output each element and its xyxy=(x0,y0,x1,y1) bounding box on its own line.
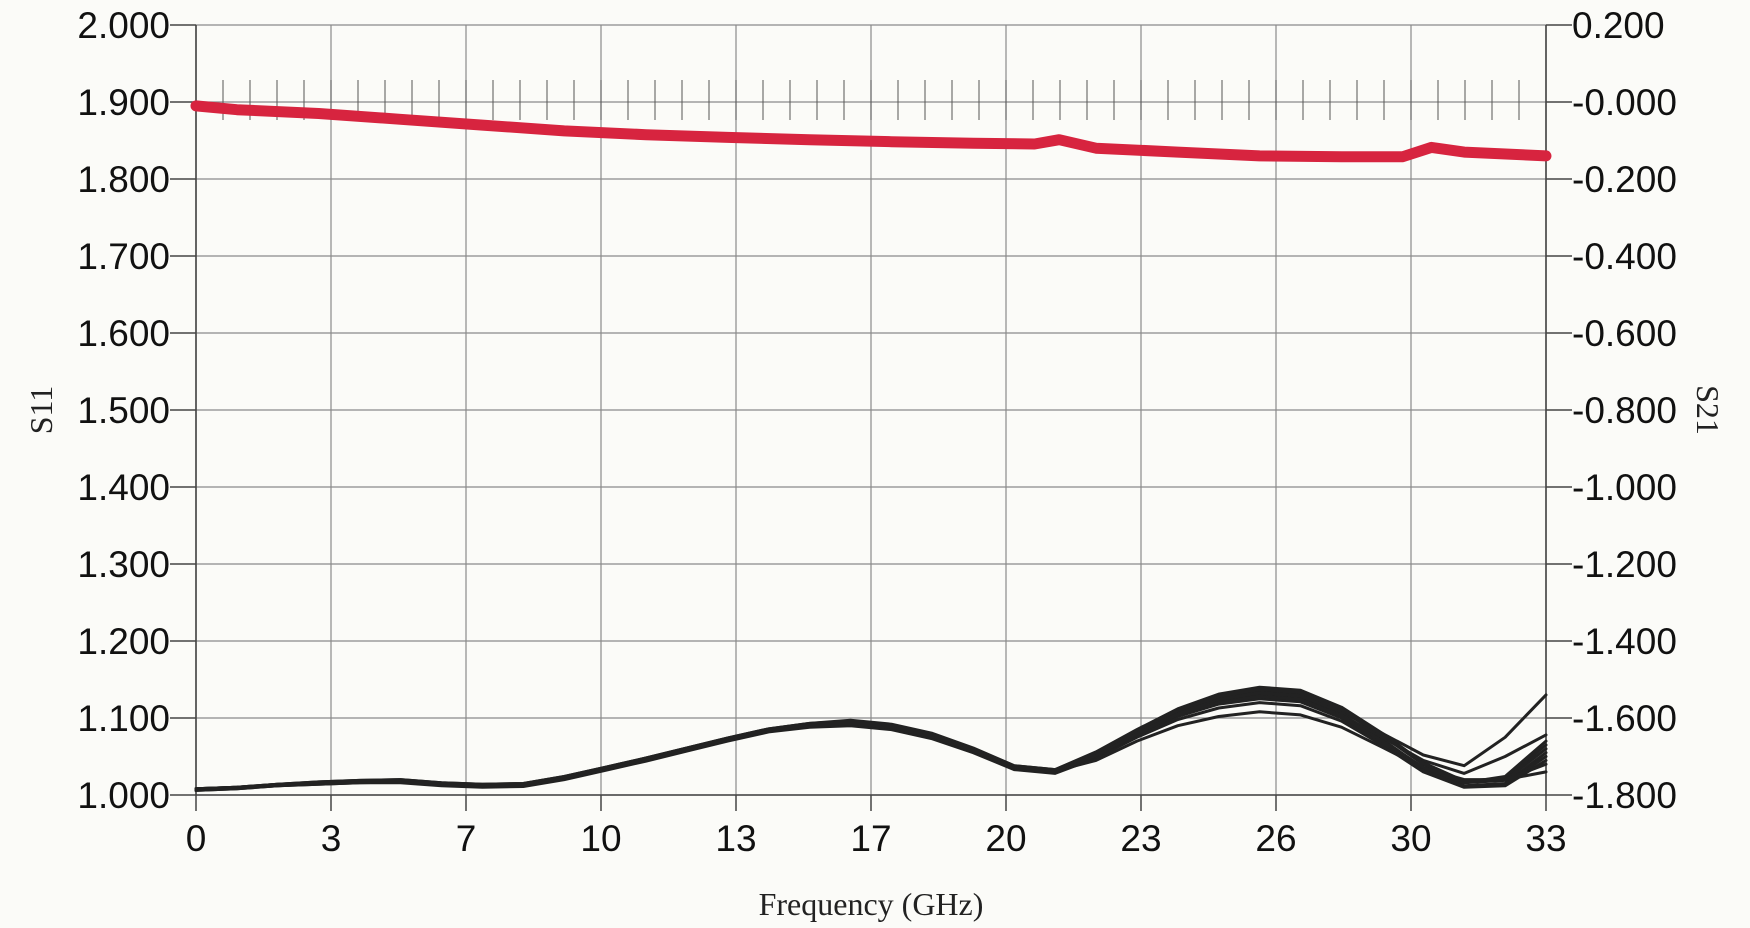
y-right-tick-label: -1.600 xyxy=(1572,698,1677,739)
y-left-tick-label: 1.100 xyxy=(77,698,170,739)
y-left-tick-label: 1.200 xyxy=(77,621,170,662)
y-left-tick-label: 1.000 xyxy=(77,775,170,816)
x-tick-label: 7 xyxy=(456,818,477,859)
y-left-tick-label: 2.000 xyxy=(77,5,170,46)
x-tick-label: 3 xyxy=(321,818,342,859)
x-tick-label: 13 xyxy=(715,818,756,859)
y-right-tick-label: -1.800 xyxy=(1572,775,1677,816)
y-right-tick-label: -0.800 xyxy=(1572,390,1677,431)
x-tick-label: 23 xyxy=(1120,818,1161,859)
y-left-axis-title: S11 xyxy=(23,386,59,435)
x-tick-label: 33 xyxy=(1525,818,1566,859)
x-tick-labels: 0 3 7 10 13 17 20 23 26 30 33 xyxy=(186,818,1567,859)
y-right-tick-label: 0.200 xyxy=(1572,5,1665,46)
x-tick-label: 20 xyxy=(985,818,1026,859)
y-left-tick-label: 1.700 xyxy=(77,236,170,277)
x-tick-label: 26 xyxy=(1255,818,1296,859)
x-tick-label: 10 xyxy=(580,818,621,859)
series-lines xyxy=(190,100,1552,792)
y-right-tick-label: -0.200 xyxy=(1572,159,1677,200)
y-right-tick-label: -1.000 xyxy=(1572,467,1677,508)
y-left-tick-label: 1.300 xyxy=(77,544,170,585)
marker-ticks xyxy=(222,80,1520,120)
y-left-tick-label: 1.800 xyxy=(77,159,170,200)
y-right-tick-labels: 0.200 -0.000 -0.200 -0.400 -0.600 -0.800 -1.00… xyxy=(1572,5,1677,816)
y-left-tick-label: 1.500 xyxy=(77,390,170,431)
y-left-tick-label: 1.600 xyxy=(77,313,170,354)
y-right-tick-label: -0.600 xyxy=(1572,313,1677,354)
y-left-tick-label: 1.900 xyxy=(77,82,170,123)
y-left-tick-label: 1.400 xyxy=(77,467,170,508)
y-right-axis-title: S21 xyxy=(1690,385,1726,435)
s21-series-line xyxy=(190,100,1552,163)
x-tick-label: 17 xyxy=(850,818,891,859)
x-axis-title: Frequency (GHz) xyxy=(759,886,984,922)
y-right-tick-label: -1.400 xyxy=(1572,621,1677,662)
y-right-tick-label: -0.000 xyxy=(1572,82,1677,123)
s11-series-line xyxy=(194,688,1548,791)
y-right-tick-label: -0.400 xyxy=(1572,236,1677,277)
x-tick-label: 0 xyxy=(186,818,207,859)
y-right-tick-label: -1.200 xyxy=(1572,544,1677,585)
y-left-tick-labels: 2.000 1.900 1.800 1.700 1.600 1.500 1.400 1.300… xyxy=(77,5,170,816)
x-tick-label: 30 xyxy=(1390,818,1431,859)
